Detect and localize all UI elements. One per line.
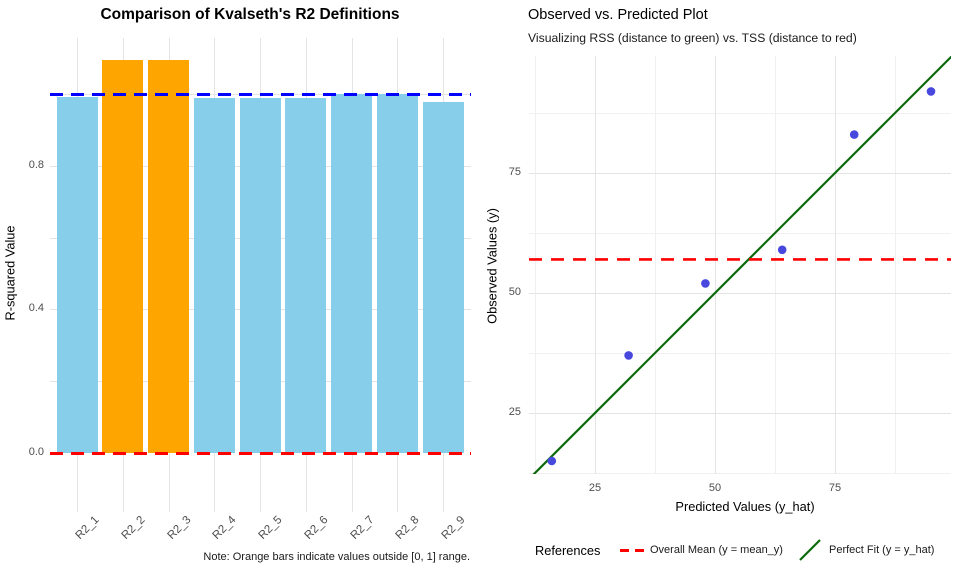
data-point — [701, 279, 710, 288]
y-tick-label: 0.4 — [28, 302, 44, 315]
scatter-title: Observed vs. Predicted Plot — [528, 7, 708, 23]
grid-line-vertical — [715, 56, 716, 474]
bar-outlier — [102, 59, 144, 453]
bar-chart-title: Comparison of Kvalseth's R2 Definitions — [100, 6, 400, 23]
bar-outlier — [148, 59, 189, 453]
grid-line-vertical — [595, 56, 596, 474]
x-tick-label: 75 — [828, 482, 842, 494]
grid-line-horizontal — [529, 293, 951, 294]
grid-line-vertical-minor — [535, 56, 536, 474]
grid-line-vertical-minor — [775, 56, 776, 474]
y-tick-label: 0.8 — [28, 158, 44, 171]
reference-line-upper — [49, 92, 471, 96]
scatter-y-axis-title: Observed Values (y) — [484, 208, 500, 324]
legend-key-mean-line-icon — [620, 549, 644, 552]
data-point — [926, 87, 936, 96]
bar — [239, 98, 281, 453]
x-tick-label: 50 — [708, 482, 722, 494]
y-tick-label: 50 — [508, 286, 521, 298]
grid-line-horizontal-minor — [529, 233, 951, 234]
scatter-plot-area — [529, 56, 951, 474]
grid-line-vertical-minor — [895, 56, 896, 474]
data-point — [547, 456, 557, 466]
bar — [331, 94, 372, 453]
bar — [193, 97, 235, 453]
grid-line-horizontal — [529, 413, 951, 414]
identity-line — [532, 56, 951, 474]
bar-chart-caption: Note: Orange bars indicate values outsid… — [203, 551, 470, 563]
grid-line-horizontal — [529, 173, 951, 174]
grid-line-vertical-minor — [655, 56, 656, 474]
legend-key-fit-line-icon — [799, 539, 821, 561]
grid-line-horizontal-minor — [529, 473, 951, 474]
data-point — [849, 130, 859, 139]
x-tick-label: 25 — [588, 482, 602, 494]
bar — [285, 98, 327, 453]
legend-label-fit: Perfect Fit (y = y_hat) — [829, 544, 935, 556]
y-tick-label: 75 — [508, 166, 521, 178]
data-point — [624, 351, 633, 360]
grid-line-vertical — [835, 56, 836, 474]
bar — [376, 94, 418, 453]
bar — [422, 101, 464, 453]
legend-title: References — [535, 543, 601, 558]
scatter-subtitle: Visualizing RSS (distance to green) vs. … — [528, 31, 857, 45]
reference-line-lower — [49, 451, 471, 455]
y-tick-label: 25 — [508, 406, 521, 418]
grid-line-horizontal-minor — [529, 113, 951, 114]
y-tick-label: 0.0 — [28, 446, 44, 458]
data-point — [777, 245, 787, 255]
grid-line-horizontal-minor — [529, 353, 951, 354]
legend-label-mean: Overall Mean (y = mean_y) — [650, 544, 783, 556]
bar — [56, 96, 98, 453]
scatter-x-axis-title: Predicted Values (y_hat) — [675, 499, 815, 514]
